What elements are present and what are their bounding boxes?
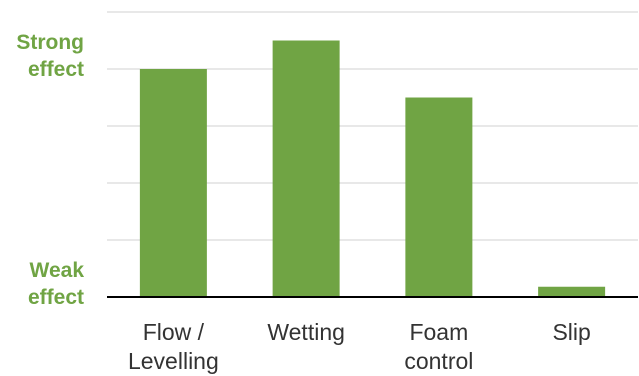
x-tick-label-line: Levelling (128, 348, 219, 374)
x-tick-label-line: Slip (552, 319, 590, 345)
y-axis-labels: Strong effect Weak effect (16, 31, 84, 309)
y-tick-label-0: Strong effect (16, 31, 84, 81)
y-tick-label-line: Weak (30, 259, 85, 282)
x-tick-label-3: Slip (552, 319, 590, 345)
x-tick-label-line: Flow / (143, 319, 205, 345)
y-tick-label-line: effect (28, 286, 84, 309)
x-tick-label-1: Wetting (267, 319, 345, 345)
y-tick-label-line: effect (28, 58, 84, 81)
bar-2 (405, 97, 473, 297)
bar-1 (272, 40, 340, 297)
x-tick-label-line: Wetting (267, 319, 345, 345)
x-axis-labels: Flow / Levelling Wetting Foam control Slip (128, 319, 591, 374)
x-tick-label-2: Foam control (404, 319, 473, 374)
bar-3 (538, 286, 606, 297)
x-tick-label-line: Foam (409, 319, 468, 345)
y-tick-label-line: Strong (16, 31, 84, 54)
bars (139, 40, 606, 297)
bar-0 (139, 69, 207, 297)
x-tick-label-0: Flow / Levelling (128, 319, 219, 374)
y-tick-label-1: Weak effect (28, 259, 84, 309)
x-tick-label-line: control (404, 348, 473, 374)
